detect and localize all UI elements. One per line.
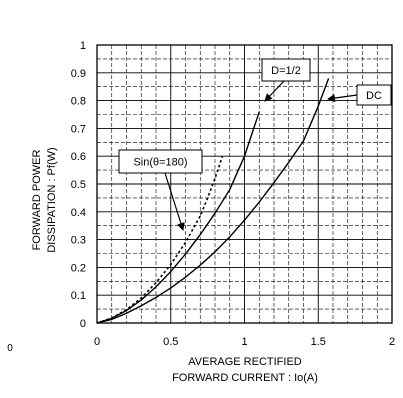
- y-axis-label-line2: DISSIPATION : Pf(W): [46, 147, 58, 252]
- stray-label: 0: [7, 343, 13, 354]
- y-tick-label: 0.1: [71, 290, 86, 302]
- y-tick-label: 0.9: [71, 68, 86, 80]
- x-tick-label: 1: [241, 336, 247, 348]
- x-axis-label-line2: FORWARD CURRENT : Io(A): [172, 372, 318, 384]
- x-tick-label: 1.5: [311, 336, 326, 348]
- callout-label: Sin(θ=180): [133, 157, 187, 169]
- callout-arrow: [327, 94, 358, 103]
- callout-box: [261, 58, 311, 82]
- series-line: [96, 78, 330, 324]
- series-line: [96, 111, 260, 324]
- y-tick-label: 0: [80, 318, 86, 330]
- x-tick-label: 2: [389, 336, 395, 348]
- y-tick-label: 0.3: [71, 235, 86, 247]
- series-group: [96, 78, 330, 324]
- x-tick-label: 0.5: [163, 336, 178, 348]
- grid: [97, 45, 392, 323]
- callout-arrow: [264, 80, 285, 102]
- y-tick-label: 0.6: [71, 151, 86, 163]
- x-axis-label-line1: AVERAGE RECTIFIED: [188, 356, 302, 368]
- plot-frame: [96, 44, 393, 324]
- callout-label: D=1/2: [271, 65, 301, 77]
- callout-group: D=1/2 DC Sin(θ=180): [118, 58, 392, 231]
- y-tick-label: 0.4: [71, 207, 86, 219]
- series-line: [96, 155, 224, 324]
- y-axis-label-line1: FORWARD POWER: [31, 150, 43, 251]
- x-tick-label: 0: [94, 336, 100, 348]
- y-tick-label: 0.7: [71, 123, 86, 135]
- callout-label: DC: [366, 90, 382, 102]
- callout-box: [118, 149, 203, 174]
- y-tick-label: 0.5: [71, 179, 86, 191]
- y-tick-label: 1: [80, 40, 86, 52]
- tick-labels: 0 0.5 1 1.5 2 0 0.1 0.2 0.3 0.4 0.5 0.6 0.7 0.8 0.9 1: [71, 40, 395, 348]
- callout-arrow: [164, 172, 185, 231]
- y-tick-label: 0.2: [71, 262, 86, 274]
- y-tick-label: 0.8: [71, 96, 86, 108]
